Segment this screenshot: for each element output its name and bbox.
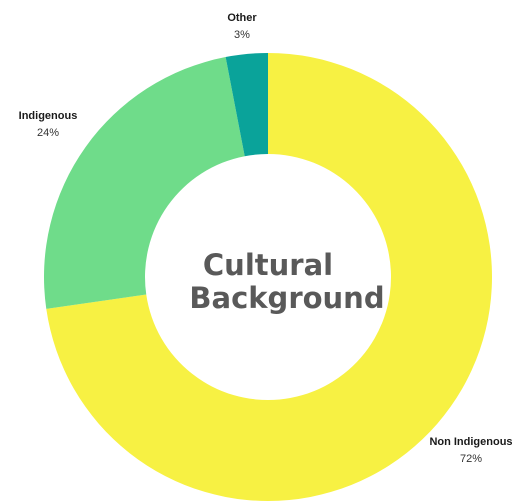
slice-label-other: Other 3% — [227, 12, 257, 41]
center-title: Cultural Background — [189, 248, 384, 315]
slice-label-other-value: 3% — [234, 29, 250, 41]
slice-indigenous — [44, 57, 245, 309]
slice-label-non-indigenous-name: Non Indigenous — [429, 436, 512, 448]
slice-other — [225, 53, 268, 157]
donut-slices — [44, 53, 492, 501]
center-title-line-1: Cultural — [203, 248, 333, 282]
slice-label-indigenous-value: 24% — [37, 127, 59, 139]
slice-label-indigenous: Indigenous 24% — [19, 110, 78, 139]
slice-label-indigenous-name: Indigenous — [19, 110, 78, 122]
slice-label-other-name: Other — [227, 12, 257, 24]
center-title-line-2: Background — [189, 281, 384, 315]
slice-label-non-indigenous: Non Indigenous 72% — [429, 436, 512, 465]
slice-non-indigenous — [46, 53, 492, 501]
slice-label-non-indigenous-value: 72% — [460, 453, 482, 465]
